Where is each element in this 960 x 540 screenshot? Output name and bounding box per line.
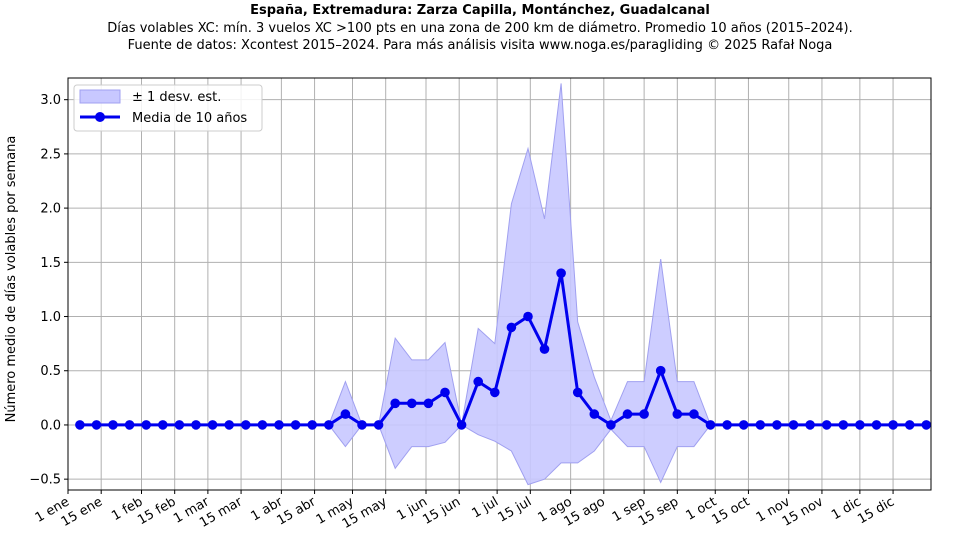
legend: ± 1 desv. est. Media de 10 años bbox=[73, 84, 263, 132]
mean-point bbox=[191, 420, 201, 430]
mean-point bbox=[689, 409, 699, 419]
chart-subtitle-source: Fuente de datos: Xcontest 2015–2024. Par… bbox=[127, 38, 833, 53]
mean-point bbox=[855, 420, 865, 430]
mean-point bbox=[672, 409, 683, 419]
mean-point bbox=[490, 387, 500, 398]
mean-point bbox=[655, 365, 666, 376]
mean-point bbox=[589, 409, 600, 419]
legend-line-marker bbox=[95, 112, 105, 122]
mean-point bbox=[124, 420, 135, 430]
x-tick-label: 15 abr bbox=[274, 494, 319, 528]
mean-point bbox=[772, 420, 782, 430]
mean-point bbox=[440, 387, 450, 398]
mean-point bbox=[158, 420, 168, 430]
series-layer bbox=[75, 268, 932, 430]
mean-line bbox=[79, 271, 927, 427]
y-axis-label: Número medio de días volables por semana bbox=[4, 136, 19, 423]
mean-point bbox=[722, 420, 732, 430]
chart-subtitle-criteria: Días volables XC: mín. 3 vuelos XC >100 … bbox=[107, 21, 853, 36]
mean-point bbox=[174, 420, 185, 430]
y-tick-label: 2.0 bbox=[40, 202, 61, 217]
mean-point bbox=[340, 409, 351, 419]
mean-point bbox=[888, 420, 898, 430]
mean-point bbox=[622, 409, 633, 419]
mean-point bbox=[473, 376, 484, 387]
mean-point bbox=[539, 344, 550, 354]
mean-point bbox=[556, 268, 566, 279]
y-tick-label: 3.0 bbox=[40, 93, 61, 108]
x-tick-label: 15 dic bbox=[855, 494, 897, 527]
legend-band-swatch bbox=[79, 89, 121, 104]
mean-point bbox=[224, 420, 234, 430]
x-tick-label: 15 jul bbox=[496, 494, 535, 525]
y-tick-label: 2.5 bbox=[40, 147, 61, 162]
mean-point bbox=[91, 420, 102, 430]
x-tick-label: 15 oct bbox=[710, 494, 753, 527]
mean-point bbox=[639, 409, 649, 419]
mean-point bbox=[357, 420, 367, 430]
mean-point bbox=[108, 420, 118, 430]
mean-point bbox=[705, 420, 716, 430]
mean-point bbox=[523, 311, 533, 322]
mean-point bbox=[821, 420, 832, 430]
mean-point bbox=[838, 420, 849, 430]
mean-point bbox=[423, 398, 434, 409]
mean-point bbox=[506, 322, 517, 333]
mean-point bbox=[407, 398, 417, 409]
mean-point bbox=[75, 420, 85, 430]
mean-point bbox=[871, 420, 882, 430]
y-tick-label: 0.5 bbox=[40, 364, 61, 379]
y-tick-label: 1.5 bbox=[40, 256, 61, 271]
x-tick-label: 1 jul bbox=[469, 494, 501, 521]
mean-point bbox=[606, 420, 616, 430]
x-tick-label: 15 feb bbox=[135, 494, 178, 528]
mean-point bbox=[390, 398, 401, 409]
mean-point bbox=[324, 420, 334, 430]
y-tick-label: 1.0 bbox=[40, 310, 61, 325]
mean-point bbox=[921, 420, 932, 430]
mean-point bbox=[788, 420, 799, 430]
y-axis: −0.5 0.0 0.5 1.0 1.5 2.0 2.5 3.0 bbox=[29, 93, 68, 488]
y-tick-label: 0.0 bbox=[40, 418, 61, 433]
mean-point bbox=[572, 387, 583, 398]
mean-point bbox=[307, 420, 318, 430]
legend-box bbox=[73, 84, 263, 132]
mean-point bbox=[738, 420, 749, 430]
chart-title: España, Extremadura: Zarza Capilla, Mont… bbox=[250, 3, 710, 18]
mean-point bbox=[274, 420, 284, 430]
x-tick-label: 15 jun bbox=[420, 494, 463, 527]
plot-frame bbox=[67, 77, 932, 491]
mean-point bbox=[373, 420, 384, 430]
mean-point bbox=[904, 420, 915, 430]
chart-titles: España, Extremadura: Zarza Capilla, Mont… bbox=[0, 2, 960, 54]
y-tick-label: −0.5 bbox=[29, 473, 61, 488]
mean-point bbox=[755, 420, 766, 430]
legend-band-label: ± 1 desv. est. bbox=[132, 90, 221, 105]
legend-line-label: Media de 10 años bbox=[132, 111, 247, 126]
mean-point bbox=[207, 420, 218, 430]
mean-point bbox=[805, 420, 815, 430]
mean-point bbox=[257, 420, 268, 430]
mean-point bbox=[456, 420, 467, 430]
mean-point bbox=[141, 420, 151, 430]
mean-point bbox=[241, 420, 251, 430]
mean-point bbox=[290, 420, 301, 430]
